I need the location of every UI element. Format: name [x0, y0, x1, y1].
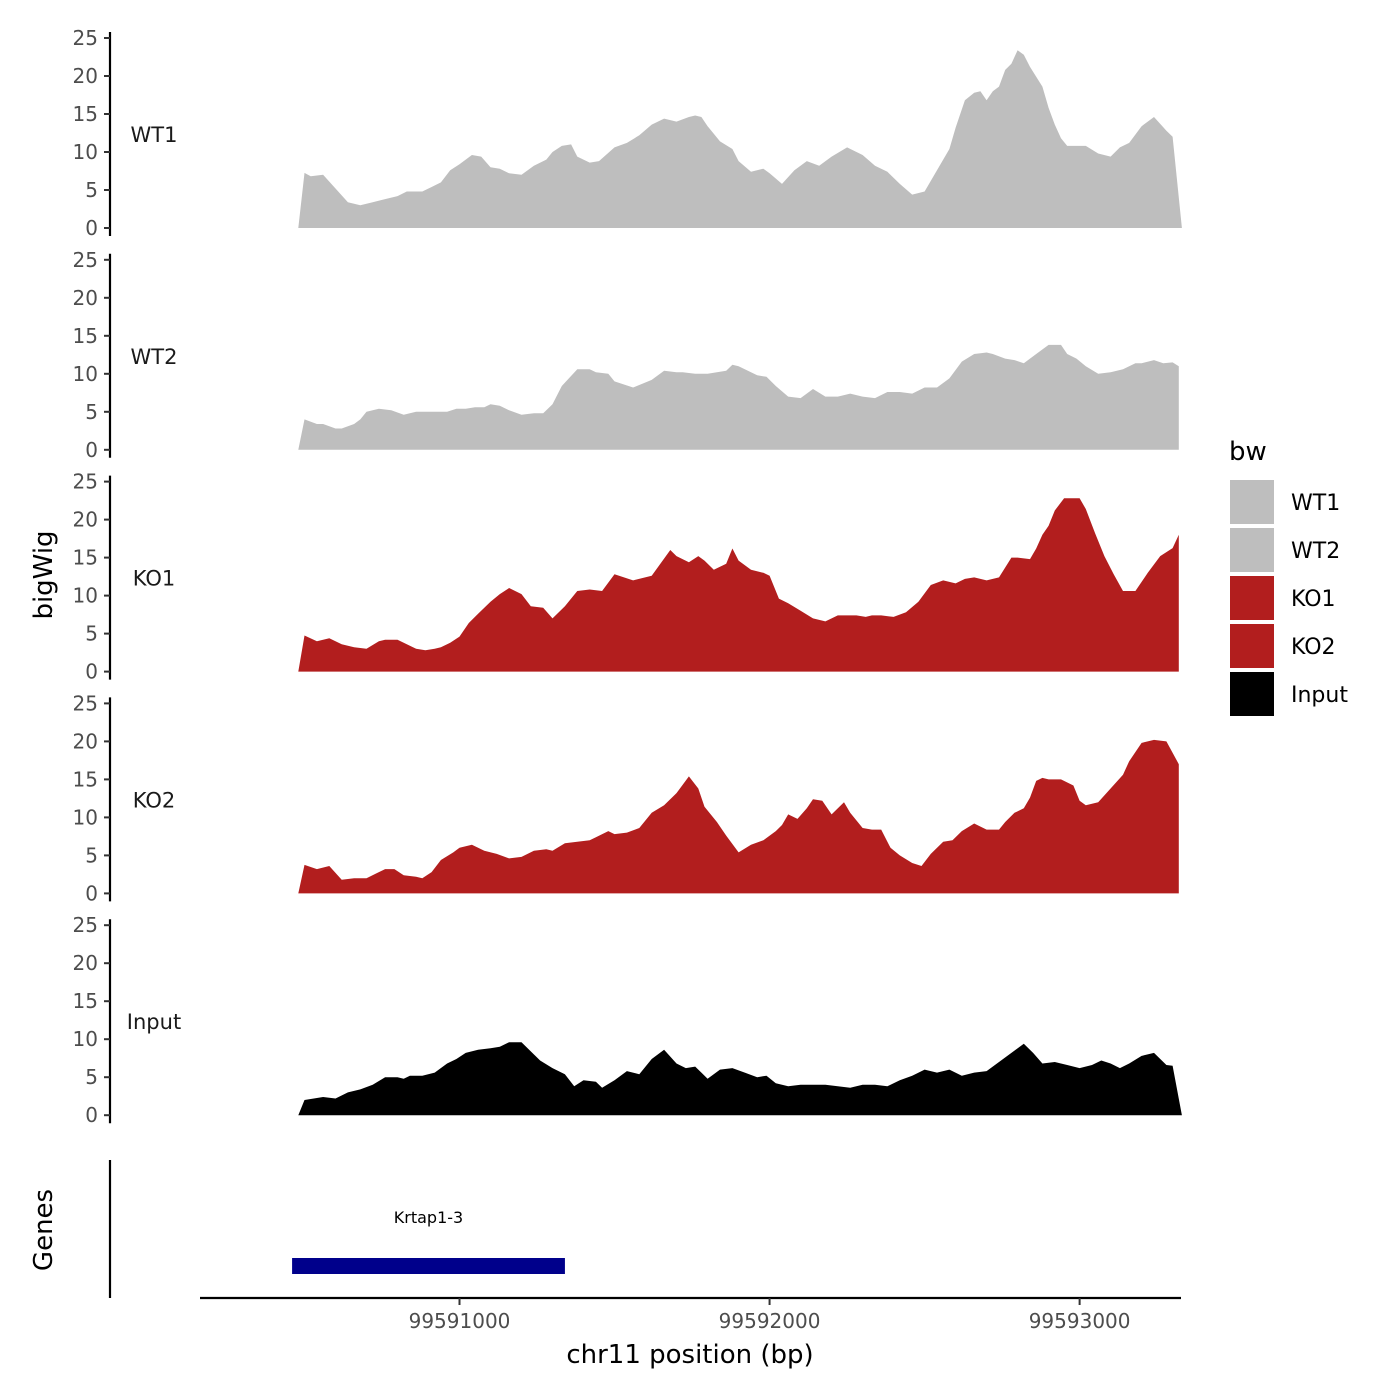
- track-input: 0 5 10 15 20 25 Input: [73, 913, 1182, 1127]
- legend-label: KO1: [1291, 587, 1336, 612]
- y-tick-label: 20: [73, 286, 98, 310]
- track-ko2: 0 5 10 15 20 25 KO2: [73, 691, 1179, 905]
- area-ko1: [298, 498, 1179, 672]
- y-tick-label: 25: [73, 691, 98, 715]
- y-tick-label: 15: [73, 324, 98, 348]
- y-tick-label: 5: [85, 178, 98, 202]
- y-tick-label: 0: [85, 438, 98, 462]
- legend-swatch: [1230, 672, 1274, 716]
- y-tick-label: 10: [73, 362, 98, 386]
- legend-swatch: [1230, 576, 1274, 620]
- y-tick-label: 20: [73, 64, 98, 88]
- legend-swatch: [1230, 528, 1274, 572]
- y-tick-label: 15: [73, 546, 98, 570]
- y-tick-label: 5: [85, 400, 98, 424]
- y-tick-label: 10: [73, 584, 98, 608]
- y-tick-label: 20: [73, 508, 98, 532]
- track-label: WT2: [131, 345, 178, 369]
- legend-label: WT1: [1291, 491, 1340, 516]
- y-tick-label: 10: [73, 1027, 98, 1051]
- y-tick-label: 15: [73, 102, 98, 126]
- track-label: WT1: [131, 123, 178, 147]
- area-wt1: [298, 50, 1182, 229]
- legend-label: Input: [1291, 683, 1348, 708]
- genes-axis-title: Genes: [29, 1189, 59, 1271]
- y-tick-label: 0: [85, 216, 98, 240]
- y-tick-label: 15: [73, 989, 98, 1013]
- y-tick-label: 25: [73, 470, 98, 494]
- area-input: [298, 1042, 1182, 1116]
- track-label: KO2: [133, 788, 176, 812]
- legend-swatch: [1230, 480, 1274, 524]
- y-tick-label: 5: [85, 622, 98, 646]
- y-tick-label: 25: [73, 913, 98, 937]
- y-tick-label: 25: [73, 26, 98, 50]
- x-tick-label: 99593000: [1029, 1309, 1131, 1333]
- y-tick-label: 20: [73, 951, 98, 975]
- y-tick-label: 20: [73, 729, 98, 753]
- y-axis-title: bigWig: [29, 530, 59, 619]
- x-tick-label: 99591000: [409, 1309, 511, 1333]
- legend-label: WT2: [1291, 539, 1340, 564]
- y-tick-label: 5: [85, 1065, 98, 1089]
- y-tick-label: 0: [85, 881, 98, 905]
- legend-swatch: [1230, 624, 1274, 668]
- y-tick-label: 5: [85, 843, 98, 867]
- area-ko2: [298, 739, 1179, 894]
- y-tick-label: 0: [85, 1103, 98, 1127]
- x-axis-title: chr11 position (bp): [566, 1340, 813, 1370]
- track-ko1: 0 5 10 15 20 25 KO1: [73, 470, 1179, 684]
- legend-label: KO2: [1291, 635, 1336, 660]
- track-wt1: 0 5 10 15 20 25 WT1: [73, 26, 1182, 240]
- y-tick-label: 10: [73, 140, 98, 164]
- track-label: Input: [127, 1010, 181, 1034]
- gene-bar: [292, 1258, 565, 1274]
- y-tick-label: 25: [73, 248, 98, 272]
- x-tick-label: 99592000: [719, 1309, 821, 1333]
- track-wt2: 0 5 10 15 20 25 WT2: [73, 248, 1179, 462]
- track-label: KO1: [133, 567, 176, 591]
- legend: bw WT1 WT2 KO1 KO2 Input: [1229, 437, 1348, 716]
- legend-title: bw: [1229, 437, 1267, 467]
- y-tick-label: 0: [85, 660, 98, 684]
- genes-panel: Krtap1-3: [108, 1160, 565, 1298]
- gene-label: Krtap1-3: [394, 1208, 463, 1227]
- area-wt2: [298, 344, 1179, 450]
- track-panels: 0510152025WT10510152025WT20510152025KO10…: [73, 26, 1182, 1127]
- y-tick-label: 15: [73, 767, 98, 791]
- x-axis: 99591000 99592000 99593000: [200, 1296, 1181, 1333]
- y-tick-label: 10: [73, 805, 98, 829]
